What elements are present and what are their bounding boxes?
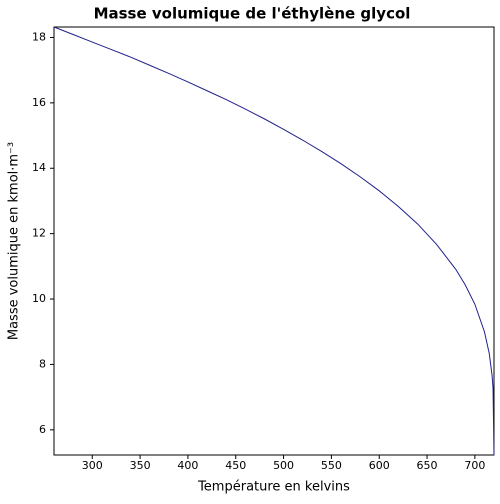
y-tick-label: 8 — [39, 357, 46, 370]
y-tick-label: 12 — [32, 227, 46, 240]
x-tick-label: 700 — [464, 459, 485, 472]
y-tick-label: 14 — [32, 161, 46, 174]
y-tick-label: 16 — [32, 96, 46, 109]
y-tick-label: 18 — [32, 30, 46, 43]
chart-title: Masse volumique de l'éthylène glycol — [94, 5, 411, 23]
x-tick-label: 350 — [130, 459, 151, 472]
x-tick-label: 450 — [225, 459, 246, 472]
y-axis-label: Masse volumique en kmol·m⁻³ — [7, 142, 22, 340]
plot-frame — [53, 26, 495, 456]
x-tick-label: 650 — [417, 459, 438, 472]
y-tick-label: 10 — [32, 292, 46, 305]
x-tick-label: 400 — [177, 459, 198, 472]
x-tick-label: 550 — [321, 459, 342, 472]
y-tick-label: 6 — [39, 423, 46, 436]
x-tick-label: 300 — [82, 459, 103, 472]
x-tick-label: 600 — [369, 459, 390, 472]
data-line — [53, 26, 495, 456]
x-tick-label: 500 — [273, 459, 294, 472]
x-axis-label: Température en kelvins — [197, 480, 350, 495]
